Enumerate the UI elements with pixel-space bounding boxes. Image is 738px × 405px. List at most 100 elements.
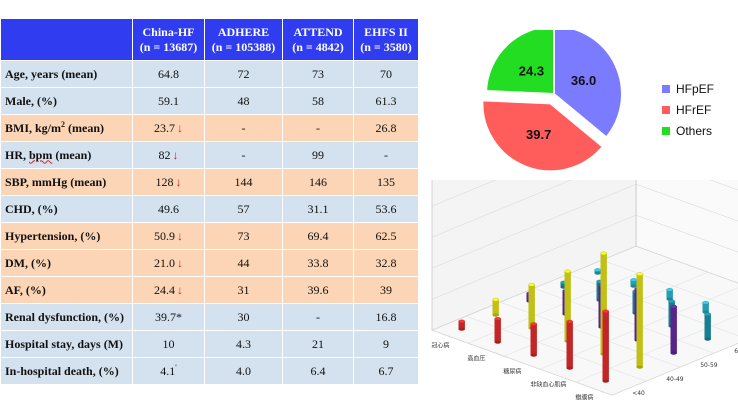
back-wall xyxy=(635,180,738,284)
table-row: CHD, (%) 49.6 57 31.1 53.6 xyxy=(0,195,419,223)
row-label: Hypertension, (%) xyxy=(0,222,133,250)
legend-swatch xyxy=(662,105,670,114)
row-label: BMI, kg/m2 (mean) xyxy=(0,114,133,142)
bar xyxy=(528,284,535,329)
3d-bar-chart: 020406080100冠心病高血压糖尿病非缺血心肌病瓣膜病<4040-4950… xyxy=(431,180,738,401)
table-cell: - xyxy=(204,141,283,169)
legend-swatch xyxy=(662,126,670,135)
x-tick-label: 糖尿病 xyxy=(503,367,521,375)
x-tick-label: 冠心病 xyxy=(431,341,449,349)
pie-label: 39.7 xyxy=(526,127,551,142)
bar xyxy=(602,311,609,382)
row-label: SBP, mmHg (mean) xyxy=(0,168,133,196)
bar xyxy=(670,306,677,354)
x-tick-label: 瓣膜病 xyxy=(575,393,593,401)
pie-slice-others xyxy=(485,30,555,96)
legend-item: Others xyxy=(662,120,714,141)
bar xyxy=(600,253,607,355)
table-cell: 64.8 xyxy=(132,60,205,88)
table-cell: - xyxy=(204,114,283,142)
table-row: Male, (%) 59.1 48 58 61.3 xyxy=(0,87,419,115)
bar xyxy=(636,274,643,368)
table-cell: 70 xyxy=(353,60,419,88)
table-row: Age, years (mean) 64.8 72 73 70 xyxy=(0,60,419,88)
table-cell: 73 xyxy=(204,222,283,250)
table-cell: 50.9 ↓ xyxy=(132,222,205,250)
comparison-table: China-HF (n = 13687) ADHERE (n = 105388) ATT… xyxy=(0,18,419,385)
depth-tick-label: 60-69 xyxy=(734,348,738,355)
table-cell: 44 xyxy=(204,249,283,277)
table-row: HR, bpm (mean) 82 ↓ -99- xyxy=(0,141,419,169)
table-cell: 16.8 xyxy=(353,303,419,331)
column-header: ADHERE (n = 105388) xyxy=(204,18,283,61)
row-label: Renal dysfunction, (%) xyxy=(0,303,133,331)
table-cell: 32.8 xyxy=(353,249,419,277)
decrease-arrow-icon: ↓ xyxy=(177,282,183,297)
row-label: Male, (%) xyxy=(0,87,133,115)
table-cell: 10 xyxy=(132,330,205,358)
table-cell: 6.4 xyxy=(282,357,354,385)
pie-label: 24.3 xyxy=(519,63,544,78)
row-label: DM, (%) xyxy=(0,249,133,277)
x-tick-label: 高血压 xyxy=(467,354,485,362)
legend-label: HFrEF xyxy=(676,102,712,117)
row-label: In-hospital death, (%) xyxy=(0,357,133,385)
decrease-arrow-icon: ↓ xyxy=(177,228,183,243)
table-cell: 69.4 xyxy=(282,222,354,250)
bar xyxy=(666,289,673,300)
bar xyxy=(704,314,711,340)
table-cell: 21.0 ↓ xyxy=(132,249,205,277)
table-cell: 128 ↓ xyxy=(132,168,205,196)
table-cell: - xyxy=(282,303,354,331)
table-cell: 31.1 xyxy=(282,195,354,223)
x-tick-label: 非缺血心肌病 xyxy=(530,380,566,388)
bar xyxy=(494,318,501,343)
table-cell: - xyxy=(353,141,419,169)
table-cell: 6.7 xyxy=(353,357,419,385)
table-cell: 21 xyxy=(282,330,354,358)
column-header: EHFS II (n = 3580) xyxy=(353,18,419,61)
legend-item: HFpEF xyxy=(662,78,714,99)
table-cell: 61.3 xyxy=(353,87,419,115)
table-row: DM, (%) 21.0 ↓ 44 33.8 32.8 xyxy=(0,249,419,277)
table-cell: 4.1' xyxy=(132,357,205,385)
table-cell: 53.6 xyxy=(353,195,419,223)
table-cell: 99 xyxy=(282,141,354,169)
table-body: Age, years (mean) 64.8 72 73 70 Male, (%) 59.1… xyxy=(0,60,419,385)
table-cell: 135 xyxy=(353,168,419,196)
table-cell: 9 xyxy=(353,330,419,358)
legend-label: HFpEF xyxy=(676,81,715,96)
table-cell: 30 xyxy=(204,303,283,331)
pie-label: 36.0 xyxy=(571,73,596,88)
bar xyxy=(564,271,571,342)
table-cell: 57 xyxy=(204,195,283,223)
table-cell: 4.3 xyxy=(204,330,283,358)
table-cell: 39 xyxy=(353,276,419,304)
bar xyxy=(630,279,637,287)
column-header: ATTEND (n = 4842) xyxy=(282,18,354,61)
decrease-arrow-icon: ↓ xyxy=(175,174,182,189)
bar xyxy=(566,321,573,369)
table-cell: 82 ↓ xyxy=(132,141,205,169)
table-row: Hospital stay, days (M) 10 4.3 21 9 xyxy=(0,330,419,358)
table-cell: 146 xyxy=(282,168,354,196)
table-row: In-hospital death, (%) 4.1' 4.0 6.4 6.7 xyxy=(0,357,419,385)
row-label: HR, bpm (mean) xyxy=(0,141,133,169)
pie-legend: HFpEF HFrEF Others xyxy=(662,78,714,141)
table-cell: 73 xyxy=(282,60,354,88)
bar xyxy=(458,321,465,330)
table-row: BMI, kg/m2 (mean) 23.7 ↓ - -26.8 xyxy=(0,114,419,142)
table-cell: 62.5 xyxy=(353,222,419,250)
pie-slice-hfref xyxy=(481,99,605,173)
table-header-row: China-HF (n = 13687) ADHERE (n = 105388) ATT… xyxy=(0,18,419,61)
table-cell: 144 xyxy=(204,168,283,196)
bar xyxy=(702,302,709,313)
bar xyxy=(560,282,567,288)
legend-item: HFrEF xyxy=(662,99,714,120)
pie-slice-hfpef xyxy=(553,30,623,139)
header-blank xyxy=(0,18,133,61)
table-row: SBP, mmHg (mean) 128 ↓ 144 146 135 xyxy=(0,168,419,196)
table-cell: 59.1 xyxy=(132,87,205,115)
decrease-arrow-icon: ↓ xyxy=(177,255,183,270)
table-cell: 58 xyxy=(282,87,354,115)
